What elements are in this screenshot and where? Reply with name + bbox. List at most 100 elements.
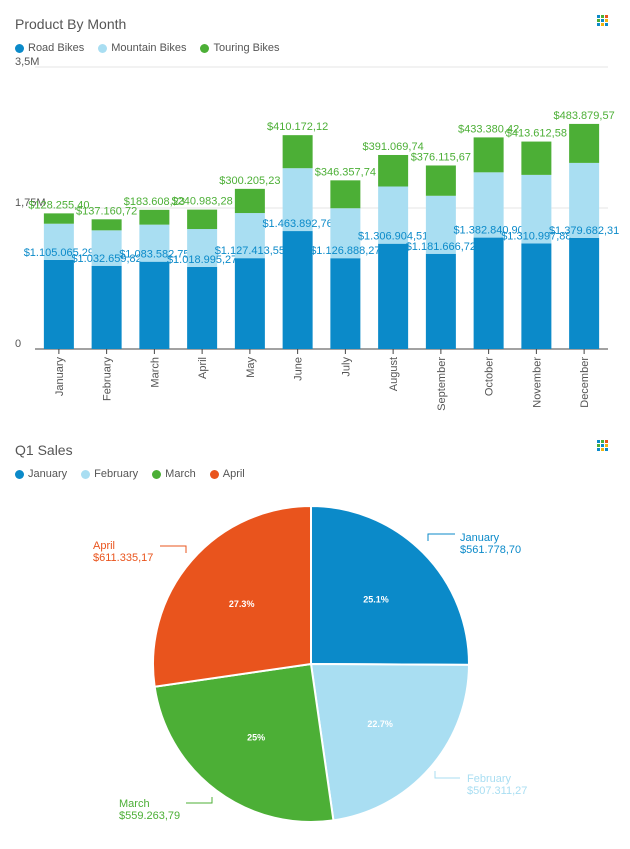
legend-label: Touring Bikes — [213, 42, 280, 54]
bar-road-bikes — [282, 231, 313, 349]
pie-leader-line — [427, 533, 455, 541]
bar-touring-bikes — [569, 123, 600, 163]
data-label-touring: $410.172,12 — [267, 121, 328, 133]
data-label-touring: $183.608,23 — [124, 196, 185, 208]
x-tick-label: July — [340, 357, 352, 377]
bar-mountain-bikes — [378, 186, 409, 244]
data-label-touring: $240.983,28 — [172, 196, 233, 208]
y-tick-label: 0 — [15, 338, 21, 350]
bar-road-bikes — [473, 237, 504, 349]
pie-leader-line — [434, 771, 460, 779]
pie-leader-line — [160, 545, 187, 553]
bar-road-bikes — [378, 243, 409, 349]
bar-mountain-bikes — [234, 213, 265, 259]
bar-mountain-bikes — [473, 172, 504, 238]
bar-mountain-bikes — [330, 208, 361, 259]
data-label-road: $1.379.682,31 — [549, 225, 619, 237]
pie-chart-title: Q1 Sales — [15, 442, 73, 458]
data-label-road: $1.463.892,76 — [262, 218, 332, 230]
bar-chart-title: Product By Month — [15, 16, 127, 32]
x-tick-label: March — [149, 357, 161, 388]
data-label-touring: $391.069,74 — [363, 141, 424, 153]
data-label-touring: $483.879,57 — [554, 110, 615, 122]
pie-slice-february — [309, 662, 471, 822]
pie-value-label: $561.778,70 — [460, 544, 521, 556]
bar-mountain-bikes — [569, 162, 600, 238]
data-label-road: $1.382.840,90 — [453, 225, 523, 237]
grid-icon[interactable] — [597, 440, 609, 452]
legend-swatch — [152, 469, 162, 479]
data-label-road: $1.306.904,51 — [358, 231, 428, 243]
legend-label: April — [222, 468, 245, 480]
data-label-road: $1.181.666,72 — [406, 241, 476, 253]
bar-road-bikes — [521, 243, 552, 349]
pie-legend-item[interactable]: March — [152, 468, 196, 480]
legend-swatch — [15, 469, 24, 479]
pie-name-label: February — [467, 773, 512, 785]
bar-touring-bikes — [425, 165, 456, 196]
bar-legend-item[interactable]: Road Bikes — [15, 42, 84, 54]
pie-leader-line — [186, 797, 213, 804]
pie-percent-label: 27.3% — [229, 599, 255, 609]
data-label-touring: $128.255,40 — [28, 199, 89, 211]
grid-icon[interactable] — [597, 15, 609, 27]
x-tick-label: April — [197, 357, 209, 379]
bar-mountain-bikes — [139, 224, 170, 262]
y-tick-label: 1,75M — [15, 197, 46, 209]
data-label-road: $1.310.997,88 — [501, 230, 571, 242]
bar-touring-bikes — [139, 209, 170, 225]
x-tick-label: September — [436, 357, 448, 411]
x-tick-label: January — [54, 357, 66, 397]
data-label-touring: $137.160,72 — [76, 205, 137, 217]
bar-touring-bikes — [330, 180, 361, 209]
bar-touring-bikes — [43, 213, 74, 224]
data-label-touring: $346.357,74 — [315, 166, 376, 178]
x-tick-label: August — [388, 357, 400, 391]
pie-value-label: $507.311,27 — [467, 785, 527, 797]
pie-legend-item[interactable]: February — [81, 468, 138, 480]
legend-label: February — [94, 468, 139, 480]
pie-chart: 25.1% January$561.778,70 22.7% February$507… — [93, 504, 527, 823]
y-tick-label: 3,5M — [15, 56, 39, 68]
bar-touring-bikes — [234, 188, 265, 214]
pie-slice-april — [152, 504, 312, 688]
pie-name-label: April — [93, 540, 115, 552]
pie-chart-legend: January February March April — [15, 468, 245, 480]
legend-label: Mountain Bikes — [111, 42, 187, 54]
legend-label: Road Bikes — [28, 42, 85, 54]
data-label-touring: $413.612,58 — [506, 128, 567, 140]
bar-road-bikes — [425, 253, 456, 349]
pie-percent-label: 25.1% — [363, 594, 389, 604]
bar-touring-bikes — [91, 219, 122, 231]
legend-label: March — [165, 468, 196, 480]
legend-swatch — [81, 469, 91, 479]
bar-touring-bikes — [187, 209, 218, 230]
data-label-road: $1.083.582,75 — [119, 249, 189, 261]
pie-value-label: $559.263,79 — [119, 810, 180, 822]
bar-chart-legend: Road Bikes Mountain Bikes Touring Bikes — [15, 42, 280, 54]
bar-legend-item[interactable]: Mountain Bikes — [98, 42, 186, 54]
data-label-touring: $300.205,23 — [219, 175, 280, 187]
pie-legend-item[interactable]: January — [15, 468, 67, 480]
data-label-road: $1.105.065,29 — [24, 247, 94, 259]
bar-mountain-bikes — [187, 229, 218, 267]
x-tick-label: February — [102, 357, 114, 402]
bar-touring-bikes — [521, 141, 552, 175]
bar-mountain-bikes — [425, 195, 456, 254]
pie-slice-march — [153, 662, 335, 823]
bar-legend-item[interactable]: Touring Bikes — [200, 42, 280, 54]
data-label-road: $1.018.995,27 — [167, 254, 237, 266]
x-tick-label: October — [484, 357, 496, 396]
legend-label: January — [28, 468, 68, 480]
x-tick-label: November — [531, 357, 543, 408]
x-tick-label: December — [579, 357, 591, 408]
legend-swatch — [209, 469, 219, 479]
bar-road-bikes — [43, 259, 74, 349]
bar-mountain-bikes — [521, 174, 552, 244]
bar-road-bikes — [91, 265, 122, 349]
x-tick-label: May — [245, 357, 257, 378]
bar-road-bikes — [187, 266, 218, 349]
pie-legend-item[interactable]: April — [209, 468, 245, 480]
legend-swatch — [15, 43, 24, 53]
bar-mountain-bikes — [282, 168, 313, 232]
